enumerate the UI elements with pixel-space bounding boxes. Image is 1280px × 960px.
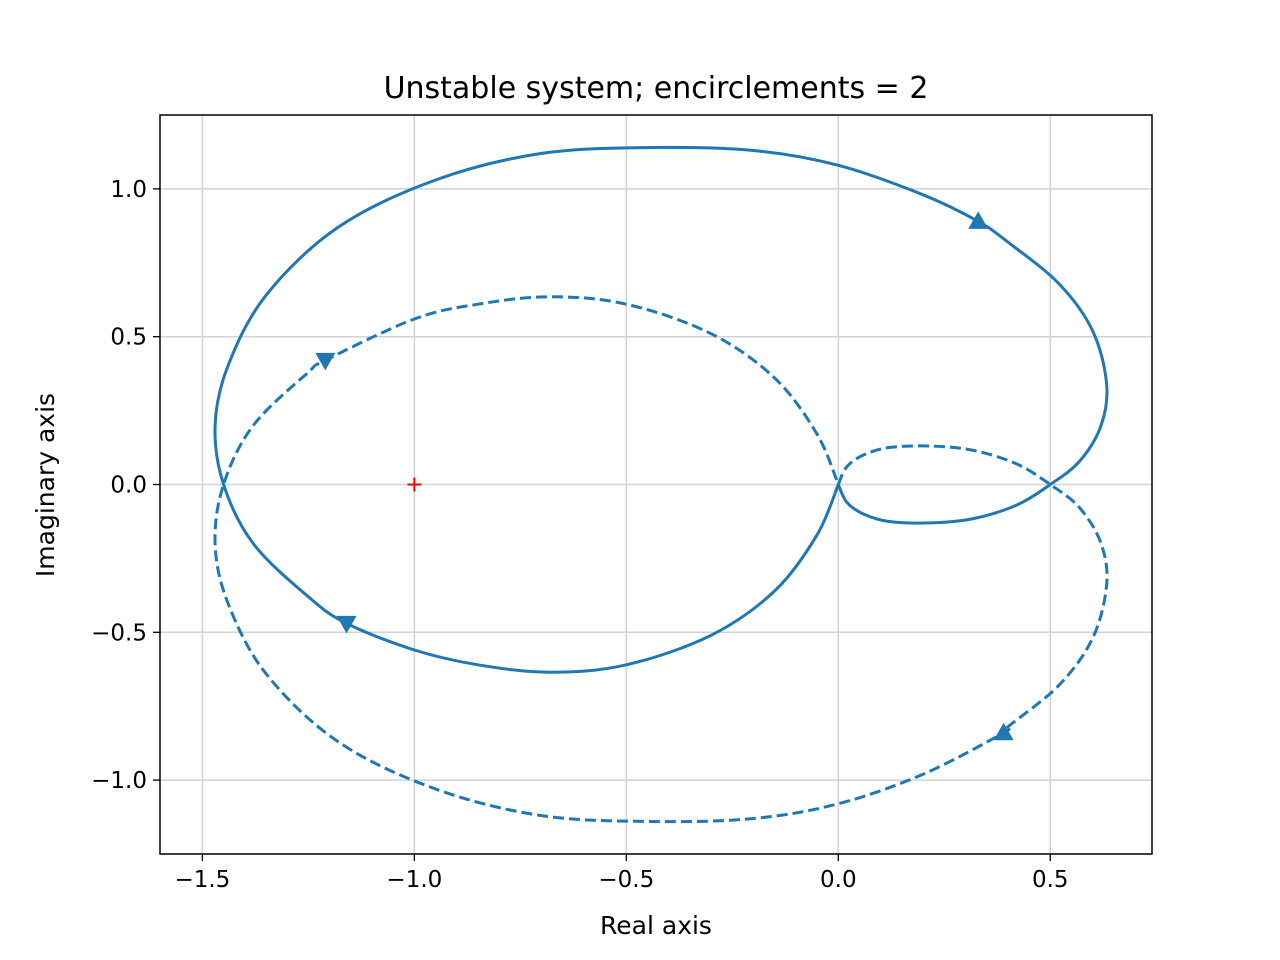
y-tick-label: −1.0 [91,768,147,794]
y-axis-label: Imaginary axis [31,393,60,577]
critical-point-marker [407,477,422,492]
nyquist-curve-solid [213,145,1109,674]
direction-arrow-down [336,615,357,634]
chart-title: Unstable system; encirclements = 2 [384,71,929,106]
x-tick-label: −1.5 [174,867,230,893]
markers [315,211,1014,741]
x-tick-label: 0.0 [820,867,857,893]
y-tick-label: 1.0 [110,177,147,203]
nyquist-mirror-curve-dashed [213,295,1109,824]
nyquist-curves [213,145,1109,824]
ticks: −1.5 −1.0 −0.5 0.0 0.5 −1.0 −0.5 0.0 0.5 1.0 [91,177,1068,893]
y-tick-label: −0.5 [91,620,147,646]
direction-arrow-down [315,352,336,371]
direction-arrow-up [993,722,1014,741]
y-tick-label: 0.5 [110,325,147,351]
y-tick-label: 0.0 [110,473,147,499]
x-tick-label: 0.5 [1032,867,1069,893]
direction-arrow-up [968,211,989,229]
x-tick-label: −1.0 [386,867,442,893]
x-axis-label: Real axis [600,911,712,940]
x-tick-label: −0.5 [598,867,654,893]
